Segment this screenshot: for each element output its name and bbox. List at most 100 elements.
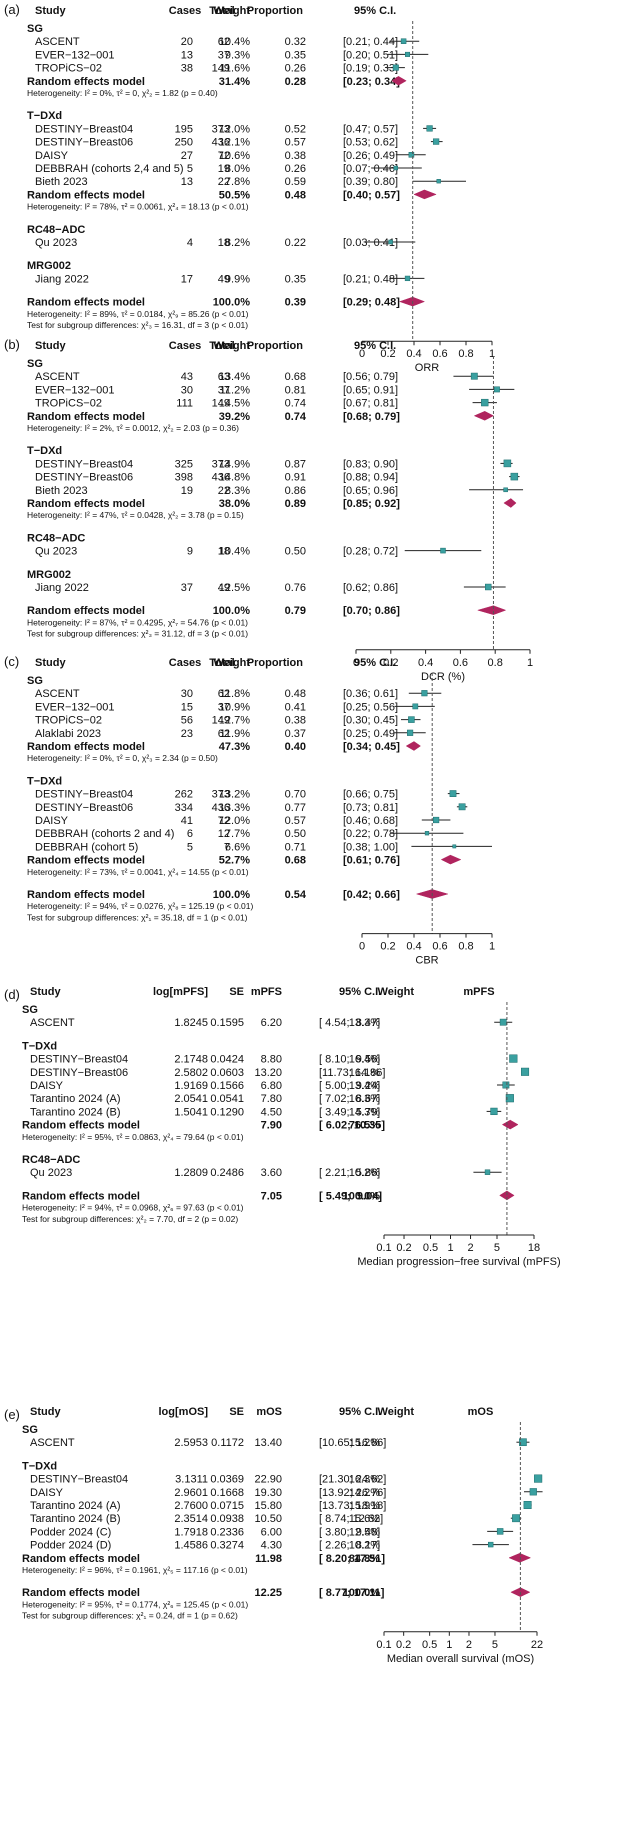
heterogeneity-text: Test for subgroup differences: χ²₁ = 0.2… [22,1611,238,1621]
proportion-value: 0.50 [285,828,306,840]
weight-value: 76.5% [349,1120,380,1132]
study-box [405,51,410,57]
proportion-value: 0.32 [285,36,306,48]
ci-value: [13.73; 18.18] [319,1500,386,1512]
ci-value: [ 8.20; 17.51] [319,1553,385,1565]
ci-value: [0.30; 0.45] [343,715,398,727]
study-label: DESTINY−Breast04 [35,458,133,470]
model-label: Random effects model [27,855,145,867]
cases-value: 111 [176,398,193,410]
x-axis-label: CBR [415,955,438,967]
weight-value: 10.4% [219,36,250,48]
column-header-proportion: Proportion [247,340,303,352]
ci-value: [0.65; 0.91] [343,384,398,396]
weight-value: 10.9% [219,701,250,713]
median-value: 4.50 [261,1106,282,1118]
weight-value: 100.0% [343,1587,381,1599]
x-tick-label: 0.2 [396,1242,411,1254]
se-value: 0.0369 [210,1474,244,1486]
summary-diamond [499,1190,515,1201]
median-value: 7.90 [261,1120,282,1132]
group-label: SG [27,358,43,370]
proportion-value: 0.26 [285,63,306,75]
ci-value: [ 2.26; 8.17] [319,1540,380,1552]
summary-diamond [501,1119,519,1130]
weight-value: 16.3% [349,1474,380,1486]
weight-value: 12.0% [219,815,250,827]
ci-value: [0.56; 0.79] [343,371,398,383]
ci-value: [13.92; 26.76] [319,1487,386,1499]
weight-value: 100.0% [213,889,251,901]
total-value: 37 [218,701,230,713]
ci-value: [0.28; 0.72] [343,546,398,558]
study-label: EVER−132−001 [35,384,115,396]
x-tick-label: 2 [466,1639,472,1651]
x-tick-label: 1 [489,348,495,360]
cases-value: 262 [175,789,193,801]
study-label: Bieth 2023 [35,485,88,497]
panel-label: (a) [4,2,20,17]
total-value: 149 [212,398,230,410]
ci-value: [0.23; 0.34] [343,76,400,88]
proportion-value: 0.79 [285,605,306,617]
ci-value: [0.68; 0.79] [343,411,400,423]
ci-value: [0.19; 0.33] [343,63,398,75]
study-box [432,138,440,145]
weight-value: 13.4% [219,371,250,383]
ci-value: [0.67; 0.81] [343,398,398,410]
weight-value: 6.6% [225,841,250,853]
proportion-value: 0.71 [285,841,306,853]
proportion-value: 0.28 [285,76,306,88]
ci-value: [0.66; 0.75] [343,789,398,801]
ci-value: [ 5.00; 9.24] [319,1080,380,1092]
column-header-study: Study [35,657,66,669]
se-value: 0.0715 [210,1500,244,1512]
model-label: Random effects model [22,1120,140,1132]
weight-value: 10.4% [219,546,250,558]
x-tick-label: 0.1 [376,1639,391,1651]
log-value: 2.3514 [174,1513,208,1525]
proportion-value: 0.39 [285,297,306,309]
weight-value: 9.3% [225,49,250,61]
total-value: 18 [218,546,230,558]
total-value: 37 [218,384,230,396]
study-label: Jiang 2022 [35,273,89,285]
weight-value: 7.8% [225,176,250,188]
weight-value: 39.2% [219,411,250,423]
se-value: 0.1566 [210,1080,244,1092]
study-label: EVER−132−001 [35,49,115,61]
proportion-value: 0.68 [285,855,306,867]
ci-value: [0.40; 0.57] [343,189,400,201]
study-box [424,831,430,836]
proportion-value: 0.76 [285,582,306,594]
column-header-study: Study [30,986,61,998]
weight-value: 31.4% [219,76,250,88]
x-tick-label: 1 [489,941,495,953]
total-value: 22 [218,176,230,188]
column-header-ci: 95% C.I. [354,340,396,352]
weight-value: 16.4% [349,1054,380,1066]
study-box [512,1514,520,1523]
study-box [449,790,457,797]
x-tick-label: 0.4 [418,657,433,669]
proportion-value: 0.87 [285,458,306,470]
proportion-value: 0.68 [285,371,306,383]
total-value: 62 [218,688,230,700]
median-value: 13.20 [254,1067,282,1079]
weight-value: 16.1% [349,1067,380,1079]
ci-value: [0.46; 0.68] [343,815,398,827]
weight-value: 15.9% [349,1500,380,1512]
cases-value: 56 [181,715,193,727]
study-box [505,1094,514,1103]
panel-label: (d) [4,987,20,1002]
study-label: DEBBRAH (cohort 5) [35,841,138,853]
group-label: T−DXd [27,445,62,457]
ci-value: [0.07; 0.46] [343,163,398,175]
ci-value: [0.65; 0.96] [343,485,398,497]
proportion-value: 0.38 [285,150,306,162]
study-label: Podder 2024 (C) [30,1526,111,1538]
weight-value: 12.5% [219,582,250,594]
total-value: 72 [218,150,230,162]
weight-value: 12.7% [219,715,250,727]
